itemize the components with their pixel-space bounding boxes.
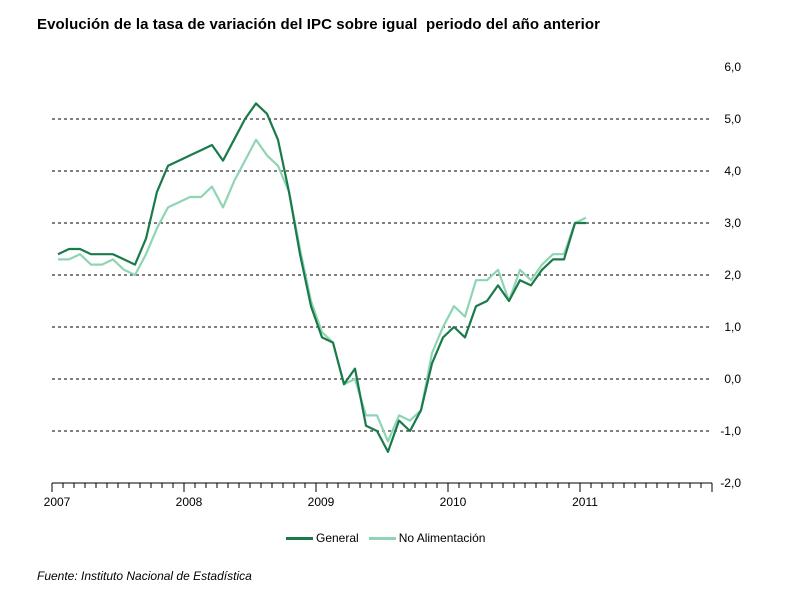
y-tick-label: 5,0	[724, 112, 741, 126]
legend: General No Alimentación	[286, 531, 495, 545]
legend-label-no-alimentacion: No Alimentación	[398, 531, 486, 545]
x-tick-label: 2007	[44, 495, 71, 509]
legend-label-general: General	[316, 531, 359, 545]
x-axis	[51, 482, 713, 492]
y-tick-label: -1,0	[720, 424, 741, 438]
series-line-general	[57, 102, 586, 453]
y-tick-label: 1,0	[724, 320, 741, 334]
chart-title: Evolución de la tasa de variación del IP…	[37, 16, 601, 33]
series-lines	[57, 102, 587, 453]
legend-swatch-no-alimentacion	[368, 536, 396, 540]
y-tick-label: -2,0	[720, 476, 741, 490]
source-note: Fuente: Instituto Nacional de Estadístic…	[37, 569, 252, 583]
x-tick-label: 2010	[440, 495, 467, 509]
legend-item-general: General	[286, 531, 359, 545]
x-tick-label: 2009	[308, 495, 335, 509]
y-tick-label: 0,0	[724, 372, 741, 386]
y-axis-labels: 6,0 5,0 4,0 3,0 2,0 1,0 0,0 -1,0 -2,0	[720, 60, 741, 490]
x-axis-labels: 2007 2008 2009 2010 2011	[44, 495, 599, 509]
line-chart: 6,05,04,03,02,01,00,0-1,0-2,0 2007 2008 20…	[44, 60, 742, 509]
y-tick-label: 4,0	[724, 164, 741, 178]
series-line-no-alimentacion	[58, 138, 587, 443]
x-tick-label: 2008	[176, 495, 203, 509]
gridlines	[52, 118, 712, 432]
legend-item-no-alimentacion: No Alimentación	[368, 531, 486, 545]
y-tick-label: 2,0	[724, 268, 741, 282]
y-tick-label: 6,0	[724, 60, 741, 74]
y-tick-label: 3,0	[724, 216, 741, 230]
legend-swatch-general	[286, 536, 313, 540]
x-tick-label: 2011	[572, 495, 598, 509]
